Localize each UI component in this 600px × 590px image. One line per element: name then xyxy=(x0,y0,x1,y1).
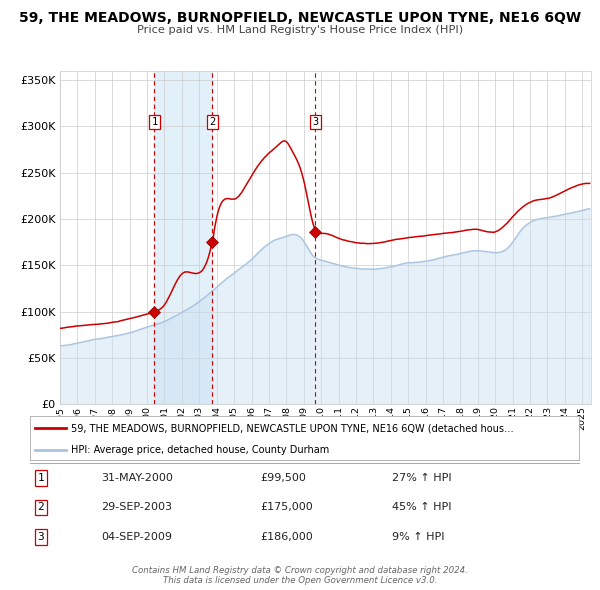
Text: Contains HM Land Registry data © Crown copyright and database right 2024.
This d: Contains HM Land Registry data © Crown c… xyxy=(132,566,468,585)
Text: HPI: Average price, detached house, County Durham: HPI: Average price, detached house, Coun… xyxy=(71,445,329,455)
Text: 59, THE MEADOWS, BURNOPFIELD, NEWCASTLE UPON TYNE, NE16 6QW: 59, THE MEADOWS, BURNOPFIELD, NEWCASTLE … xyxy=(19,11,581,25)
Text: 3: 3 xyxy=(312,117,319,127)
Text: 29-SEP-2003: 29-SEP-2003 xyxy=(101,503,172,512)
Bar xyxy=(154,71,212,404)
Text: 2: 2 xyxy=(38,503,44,512)
Text: £99,500: £99,500 xyxy=(260,473,307,483)
Text: 04-SEP-2009: 04-SEP-2009 xyxy=(101,532,172,542)
Text: 31-MAY-2000: 31-MAY-2000 xyxy=(101,473,173,483)
Text: 2: 2 xyxy=(209,117,215,127)
Text: 59, THE MEADOWS, BURNOPFIELD, NEWCASTLE UPON TYNE, NE16 6QW (detached hous…: 59, THE MEADOWS, BURNOPFIELD, NEWCASTLE … xyxy=(71,424,514,433)
Text: Price paid vs. HM Land Registry's House Price Index (HPI): Price paid vs. HM Land Registry's House … xyxy=(137,25,463,35)
Text: £186,000: £186,000 xyxy=(260,532,313,542)
Text: 45% ↑ HPI: 45% ↑ HPI xyxy=(392,503,452,512)
Text: 9% ↑ HPI: 9% ↑ HPI xyxy=(392,532,445,542)
Text: 27% ↑ HPI: 27% ↑ HPI xyxy=(392,473,452,483)
Text: 1: 1 xyxy=(151,117,157,127)
Text: 1: 1 xyxy=(38,473,44,483)
Text: £175,000: £175,000 xyxy=(260,503,313,512)
Text: 3: 3 xyxy=(38,532,44,542)
